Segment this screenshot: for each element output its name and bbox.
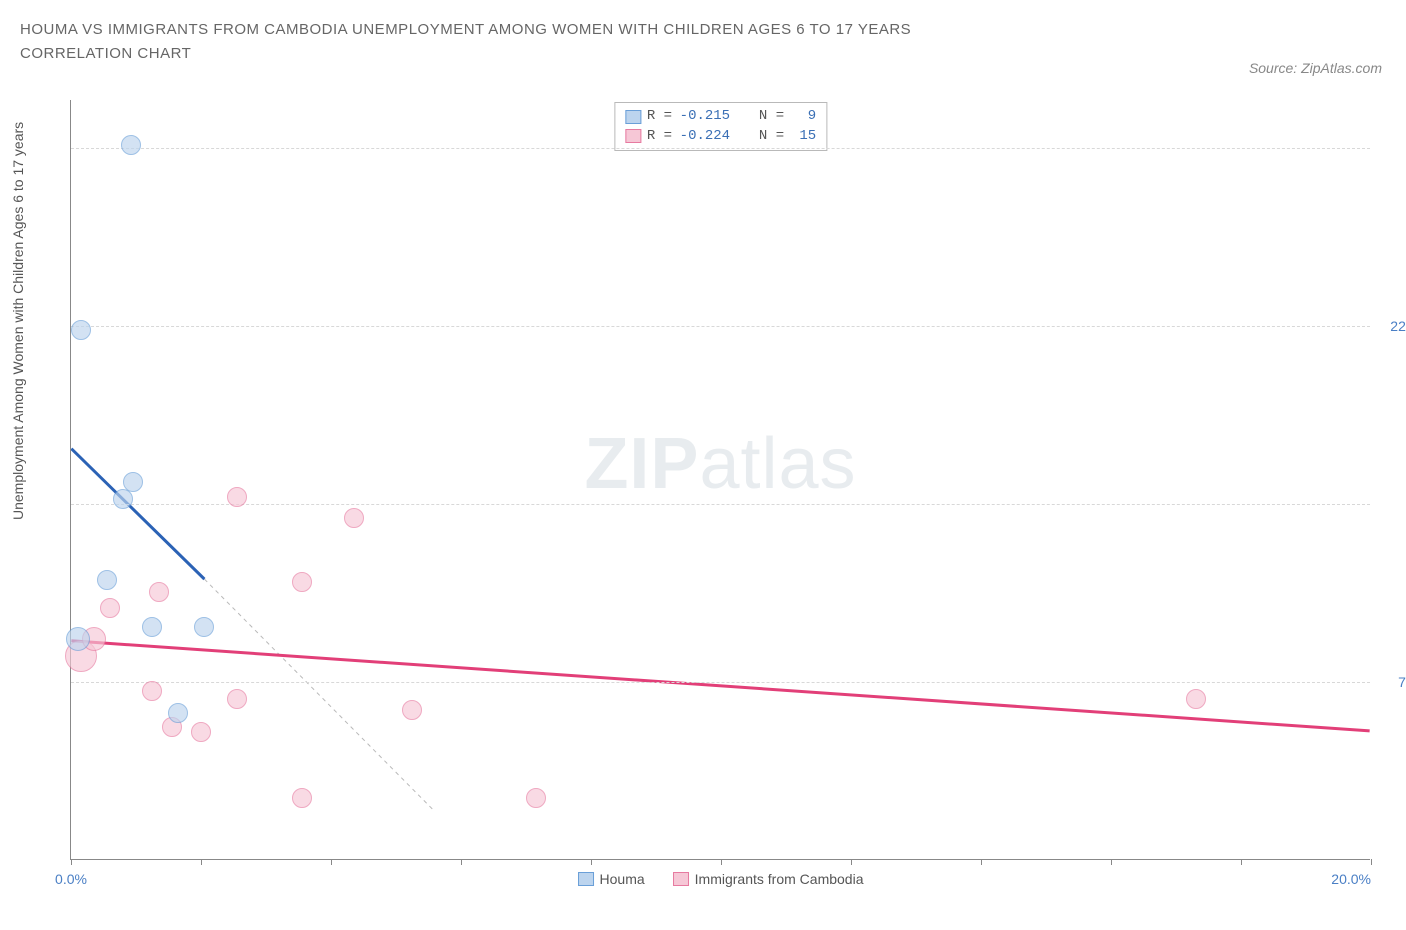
x-tick	[591, 859, 592, 865]
r-value: -0.215	[678, 107, 730, 127]
r-value: -0.224	[678, 127, 730, 147]
gridline-h	[71, 148, 1370, 149]
x-tick	[851, 859, 852, 865]
scatter-point	[344, 508, 364, 528]
series-swatch	[673, 872, 689, 886]
legend-item: Immigrants from Cambodia	[673, 871, 864, 887]
scatter-point	[100, 598, 120, 618]
correlation-chart: Unemployment Among Women with Children A…	[20, 100, 1386, 900]
n-value: 15	[790, 127, 816, 147]
x-tick	[1371, 859, 1372, 865]
trend-lines-layer	[71, 100, 1370, 859]
scatter-point	[402, 700, 422, 720]
scatter-point	[168, 703, 188, 723]
scatter-point	[97, 570, 117, 590]
x-tick	[721, 859, 722, 865]
chart-title-line2: CORRELATION CHART	[20, 42, 1386, 66]
y-axis-label: Unemployment Among Women with Children A…	[10, 122, 26, 520]
scatter-point	[292, 788, 312, 808]
chart-title-line1: HOUMA VS IMMIGRANTS FROM CAMBODIA UNEMPL…	[20, 18, 1386, 42]
series-legend: Houma Immigrants from Cambodia	[578, 871, 864, 887]
y-tick-label: 22.5%	[1375, 318, 1406, 334]
stats-row: R = -0.215 N = 9	[625, 107, 816, 127]
series-swatch	[578, 872, 594, 886]
trend-line	[71, 449, 204, 579]
source-attribution: Source: ZipAtlas.com	[1249, 60, 1382, 76]
scatter-point	[66, 627, 90, 651]
legend-label: Houma	[600, 871, 645, 887]
x-tick	[71, 859, 72, 865]
scatter-point	[113, 489, 133, 509]
x-tick	[1241, 859, 1242, 865]
x-tick	[201, 859, 202, 865]
x-tick	[331, 859, 332, 865]
scatter-point	[227, 487, 247, 507]
x-tick	[1111, 859, 1112, 865]
scatter-point	[526, 788, 546, 808]
legend-label: Immigrants from Cambodia	[695, 871, 864, 887]
n-label: N =	[759, 127, 784, 147]
series-swatch	[625, 110, 641, 124]
scatter-point	[71, 320, 91, 340]
x-tick	[461, 859, 462, 865]
scatter-point	[227, 689, 247, 709]
scatter-point	[194, 617, 214, 637]
scatter-point	[1186, 689, 1206, 709]
x-tick-label: 0.0%	[55, 871, 87, 887]
r-label: R =	[647, 107, 672, 127]
correlation-stats-box: R = -0.215 N = 9 R = -0.224 N = 15	[614, 102, 827, 151]
gridline-h	[71, 504, 1370, 505]
trend-line	[71, 641, 1369, 731]
scatter-point	[142, 617, 162, 637]
n-value: 9	[790, 107, 816, 127]
plot-area: ZIPatlas R =-0.215 N =9R =-0.224 N =15 H…	[70, 100, 1370, 860]
series-swatch	[625, 129, 641, 143]
scatter-point	[121, 135, 141, 155]
y-tick-label: 7.5%	[1375, 674, 1406, 690]
scatter-point	[191, 722, 211, 742]
stats-row: R = -0.224 N = 15	[625, 127, 816, 147]
scatter-point	[149, 582, 169, 602]
watermark-zip: ZIP	[584, 424, 699, 504]
x-tick-label: 20.0%	[1331, 871, 1371, 887]
watermark: ZIPatlas	[584, 423, 856, 505]
chart-title-block: HOUMA VS IMMIGRANTS FROM CAMBODIA UNEMPL…	[0, 0, 1406, 66]
x-tick	[981, 859, 982, 865]
scatter-point	[292, 572, 312, 592]
watermark-atlas: atlas	[699, 424, 856, 504]
n-label: N =	[759, 107, 784, 127]
scatter-point	[142, 681, 162, 701]
legend-item: Houma	[578, 871, 645, 887]
gridline-h	[71, 326, 1370, 327]
r-label: R =	[647, 127, 672, 147]
gridline-h	[71, 682, 1370, 683]
